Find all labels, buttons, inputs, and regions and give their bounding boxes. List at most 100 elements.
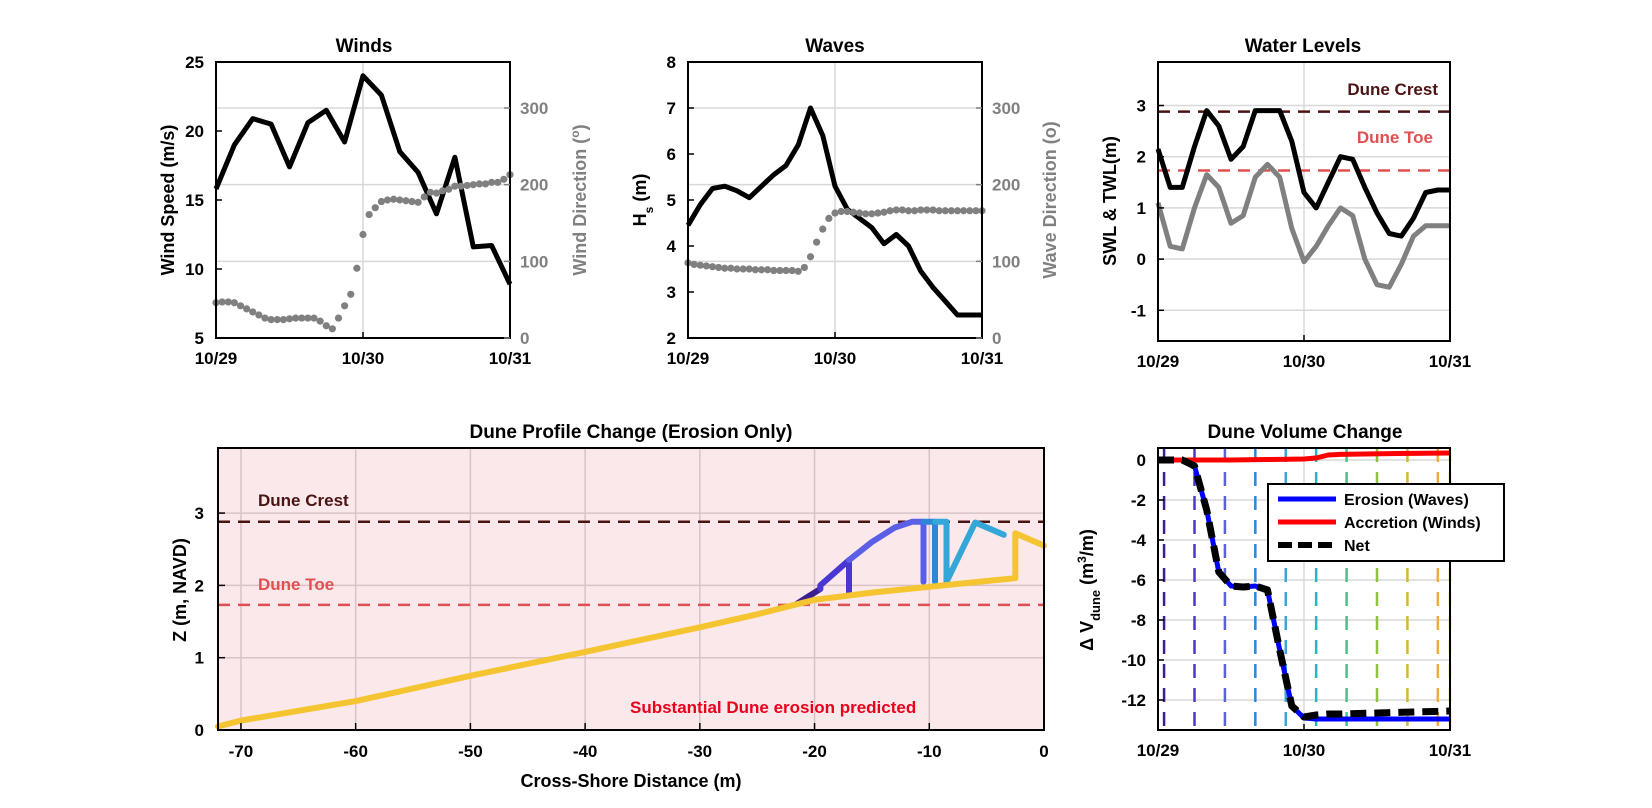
volume-ylabel-end: /m) [1077, 529, 1097, 556]
waves-direction-point [813, 238, 821, 246]
winds-direction-point [261, 314, 269, 322]
waves-direction-point [721, 264, 729, 272]
waves-direction-point [800, 263, 808, 272]
volume-series-line-net [1158, 456, 1451, 721]
waves-direction-point [904, 207, 913, 215]
volume-ytick-label: -4 [1131, 531, 1147, 550]
profile-axes-box [217, 447, 1045, 731]
waves-direction-point [739, 265, 747, 273]
waves-direction-point [855, 209, 864, 217]
waves-direction-point [953, 207, 962, 215]
winds-panel: Winds 10/29 10/30 10/31 5 10 15 20 25 0 100 200 300… [158, 36, 590, 368]
waterlevels-grid [1157, 62, 1451, 341]
waves-direction-point [751, 266, 759, 274]
winds-y2tick-label: 100 [520, 252, 548, 271]
waves-direction-point [880, 208, 888, 216]
winds-direction-point [469, 181, 477, 189]
winds-direction-point [408, 197, 416, 206]
profile-ticks: -70 -60 -50 -40 -30 -20 -10 0 0 1 2 3 [195, 504, 1049, 761]
winds-direction-point [267, 316, 275, 324]
waves-ylabel-end: (m) [630, 174, 650, 207]
winds-direction-point [353, 264, 361, 272]
waterlevels-title: Water Levels [1245, 36, 1362, 57]
winds-direction-point [273, 316, 281, 324]
winds-direction-point [218, 298, 226, 306]
winds-ytick-label: 15 [185, 191, 204, 210]
waves-panel: Waves 10/29 10/30 10/31 2 3 4 5 6 7 8 0 100 200 300 H… [630, 36, 1060, 368]
volume-ticks: 10/29 10/30 10/31 -12 -10 -8 -6 -4 -2 0 [1121, 451, 1471, 760]
winds-direction-point [328, 325, 336, 333]
waterlevels-ticks: 10/29 10/30 10/31 -1 0 1 2 3 [1131, 97, 1471, 371]
waves-direction-point [727, 264, 735, 272]
winds-y2tick-label: 0 [520, 329, 529, 348]
volume-xtick-label: 10/29 [1137, 741, 1180, 760]
waves-direction-point [788, 266, 796, 275]
waves-ticks: 10/29 10/30 10/31 2 3 4 5 6 7 8 0 100 200 300 [667, 53, 1021, 368]
waves-direction-point [745, 265, 753, 273]
waves-direction-point [923, 206, 931, 214]
waterlevels-crest-label: Dune Crest [1347, 80, 1438, 99]
waves-direction-point [972, 207, 980, 215]
profile-xtick-label: -50 [458, 742, 483, 761]
waves-direction-point [819, 225, 827, 233]
winds-direction-point [322, 322, 330, 330]
waves-ytick-label: 6 [667, 145, 676, 164]
profile-ytick-label: 0 [195, 721, 204, 740]
profile-xtick-label: -20 [802, 742, 827, 761]
volume-ylabel: Δ Vdune (m3/m) [1075, 529, 1103, 651]
winds-direction-point [488, 178, 496, 186]
winds-y2tick-label: 200 [520, 176, 548, 195]
waves-direction-point [770, 266, 778, 275]
waves-direction-point [825, 214, 833, 222]
profile-panel: Dune Profile Change (Erosion Only) -70 -6… [170, 422, 1049, 791]
winds-direction-point [500, 175, 508, 183]
waves-direction-point [843, 207, 851, 216]
waterlevels-panel: Water Levels 10/29 10/30 10/31 -1 0 1 2 3 Dune … [1100, 36, 1471, 371]
legend-accretion-label: Accretion (Winds) [1344, 515, 1481, 532]
winds-direction-point [383, 196, 392, 204]
waves-direction-point [849, 208, 857, 216]
winds-direction-point [396, 196, 404, 204]
waves-ylabel-main: H [630, 213, 650, 226]
profile-series-line-4 [932, 518, 1007, 585]
volume-title: Dune Volume Change [1208, 422, 1403, 443]
waves-direction-point [911, 207, 919, 215]
volume-ytick-label: -8 [1131, 611, 1146, 630]
winds-xtick-label: 10/30 [342, 349, 385, 368]
winds-direction-point [426, 188, 434, 196]
waves-direction-point [868, 210, 876, 218]
volume-ytick-label: -10 [1121, 651, 1146, 670]
waves-y2label: Wave Direction (o) [1040, 121, 1060, 278]
legend-net-label: Net [1344, 538, 1370, 555]
waves-ytick-label: 4 [667, 237, 677, 256]
volume-ytick-label: -12 [1121, 691, 1146, 710]
waterlevels-ytick-label: -1 [1131, 301, 1146, 320]
volume-ytick-label: 0 [1137, 451, 1146, 470]
profile-series-line-1 [817, 557, 852, 596]
waves-direction-point [862, 210, 870, 218]
winds-direction-point [249, 308, 257, 316]
waves-y2tick-label: 200 [992, 176, 1020, 195]
profile-xlabel: Cross-Shore Distance (m) [520, 771, 741, 791]
profile-ytick-label: 1 [195, 649, 204, 668]
winds-direction-point [341, 302, 349, 310]
winds-direction-point [230, 299, 238, 307]
winds-title: Winds [336, 36, 393, 57]
waves-direction-point [837, 207, 845, 216]
waterlevels-series-line-1 [1155, 161, 1450, 290]
waves-ylabel: Hs (m) [630, 174, 656, 227]
profile-data [215, 518, 1047, 730]
waterlevels-ylabel: SWL & TWL(m) [1100, 136, 1120, 266]
waves-direction-point [929, 206, 937, 214]
volume-legend: Erosion (Waves) Accretion (Winds) Net [1267, 483, 1505, 562]
winds-direction-point [224, 298, 232, 306]
waves-direction-point [898, 206, 906, 214]
waves-y2tick-label: 300 [992, 99, 1020, 118]
waves-y2tick-label: 0 [992, 329, 1001, 348]
profile-xtick-label: -30 [688, 742, 713, 761]
volume-xtick-label: 10/30 [1283, 741, 1326, 760]
waves-xtick-label: 10/31 [961, 349, 1004, 368]
waves-direction-point [757, 266, 766, 274]
volume-ylabel-sub: dune [1088, 590, 1103, 621]
